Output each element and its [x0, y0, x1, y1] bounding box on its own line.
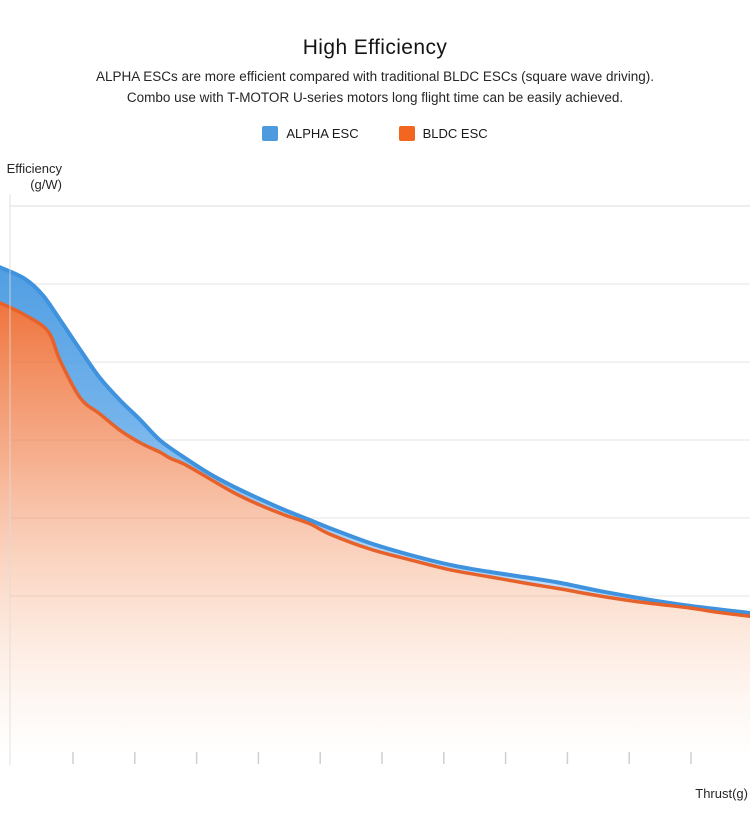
alpha-esc-swatch-icon — [262, 126, 279, 141]
alpha-esc-line[interactable] — [0, 265, 750, 615]
subtitle-line-1: ALPHA ESCs are more efficient compared w… — [96, 69, 654, 84]
bldc-esc-swatch-icon — [398, 126, 415, 141]
legend-item-bldc-esc[interactable]: BLDC ESC — [398, 126, 488, 141]
chart-subtitle: ALPHA ESCs are more efficient compared w… — [0, 66, 750, 108]
y-axis-label-line1: Efficiency — [6, 161, 62, 176]
x-axis-ticks — [72, 752, 692, 764]
y-axis-label: Efficiency (g/W) — [0, 161, 62, 193]
y-axis-label-line2: (g/W) — [30, 177, 62, 192]
chart-legend: ALPHA ESC BLDC ESC — [0, 126, 750, 141]
x-axis-label: Thrust(g) — [695, 786, 748, 801]
legend-label-alpha-esc: ALPHA ESC — [286, 126, 359, 141]
page-title: High Efficiency — [302, 36, 448, 59]
subtitle-line-2: Combo use with T-MOTOR U-series motors l… — [126, 90, 624, 105]
bldc-esc-line[interactable] — [0, 301, 750, 619]
bldc-esc-area-series[interactable] — [0, 302, 750, 753]
legend-item-alpha-esc[interactable]: ALPHA ESC — [262, 126, 359, 141]
legend-label-bldc-esc: BLDC ESC — [422, 126, 488, 141]
